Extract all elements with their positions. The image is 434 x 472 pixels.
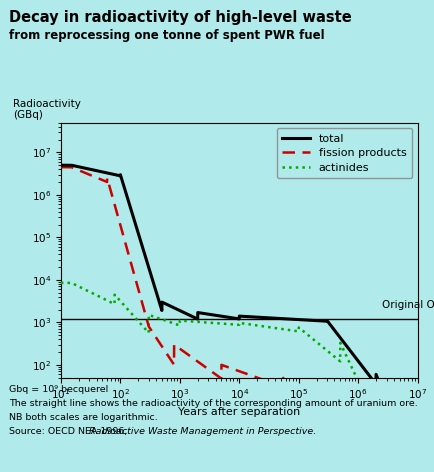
Line: total: total	[61, 165, 417, 459]
X-axis label: Years after separation: Years after separation	[178, 407, 300, 417]
fission products	[99, 177, 104, 183]
total	[414, 405, 419, 410]
Legend: total, fission products, actinides: total, fission products, actinides	[276, 128, 411, 178]
fission products	[407, 460, 412, 465]
fission products	[414, 460, 419, 465]
total	[405, 456, 410, 462]
Text: Radioactivity
(GBq): Radioactivity (GBq)	[13, 99, 80, 120]
total	[210, 312, 215, 318]
Text: Source: OECD NEA 1996,: Source: OECD NEA 1996,	[9, 427, 130, 436]
actinides	[407, 447, 412, 453]
fission products	[120, 231, 125, 236]
actinides	[194, 319, 200, 325]
actinides	[120, 301, 125, 306]
total	[369, 376, 374, 382]
actinides	[58, 280, 63, 286]
fission products	[194, 359, 200, 364]
total	[407, 405, 412, 410]
Text: NB both scales are logarithmic.: NB both scales are logarithmic.	[9, 413, 157, 422]
Text: Original Ore: Original Ore	[381, 300, 434, 310]
Text: Gbq = 10⁹ becquerel: Gbq = 10⁹ becquerel	[9, 385, 108, 394]
total	[194, 316, 200, 322]
fission products	[369, 450, 374, 455]
Text: The straight line shows the radioactivity of the corresponding amount of uranium: The straight line shows the radioactivit…	[9, 399, 417, 408]
fission products	[58, 164, 63, 170]
total	[58, 162, 63, 168]
fission products	[210, 370, 215, 375]
Line: actinides: actinides	[61, 283, 417, 472]
actinides	[414, 447, 419, 453]
Text: Decay in radioactivity of high-level waste: Decay in radioactivity of high-level was…	[9, 10, 351, 25]
actinides	[99, 295, 104, 301]
total	[99, 169, 104, 175]
Text: Radioactive Waste Management in Perspective.: Radioactive Waste Management in Perspect…	[89, 427, 316, 436]
Line: fission products: fission products	[61, 167, 417, 472]
actinides	[210, 320, 215, 326]
total	[120, 180, 125, 185]
Text: from reprocessing one tonne of spent PWR fuel: from reprocessing one tonne of spent PWR…	[9, 29, 324, 42]
actinides	[369, 408, 374, 414]
